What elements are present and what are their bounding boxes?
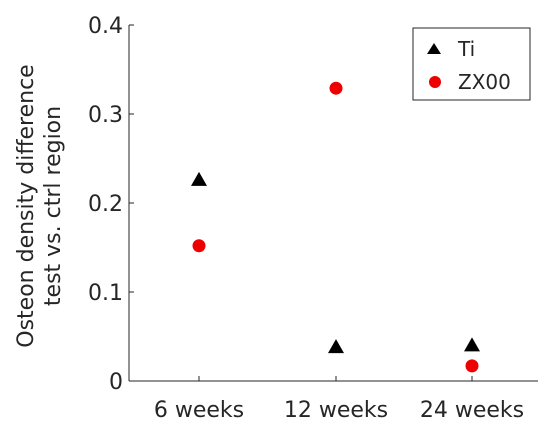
y-axis-label-line-1: Osteon density difference (14, 64, 39, 347)
axes (128, 24, 538, 382)
y-tick-label: 0 (109, 370, 123, 395)
legend-marker-zx00 (429, 76, 441, 88)
x-tick-labels: 6 weeks 12 weeks 24 weeks (154, 398, 524, 423)
y-axis-label: Osteon density difference test vs. ctrl … (14, 64, 66, 347)
x-tick-label: 12 weeks (284, 398, 388, 423)
x-tick-label: 6 weeks (154, 398, 244, 423)
data-point-ti (328, 339, 344, 354)
data-points (191, 81, 480, 373)
legend-label-ti: Ti (457, 37, 475, 61)
legend: Ti ZX00 (412, 27, 531, 101)
data-point-zx00 (192, 239, 206, 253)
x-tick-label: 24 weeks (420, 398, 524, 423)
legend-label-zx00: ZX00 (458, 70, 511, 94)
y-tick-labels: 0 0.1 0.2 0.3 0.4 (88, 14, 123, 395)
data-point-ti (191, 171, 207, 186)
data-point-zx00 (465, 359, 479, 373)
y-tick-label: 0.3 (88, 103, 123, 128)
data-point-zx00 (329, 81, 343, 95)
legend-box (412, 27, 531, 101)
y-tick-label: 0.1 (88, 281, 123, 306)
data-point-ti (464, 337, 480, 352)
y-tick-label: 0.2 (88, 192, 123, 217)
y-axis-label-line-2: test vs. ctrl region (41, 106, 66, 306)
legend-marker-ti (427, 43, 441, 54)
y-tick-label: 0.4 (88, 14, 123, 39)
